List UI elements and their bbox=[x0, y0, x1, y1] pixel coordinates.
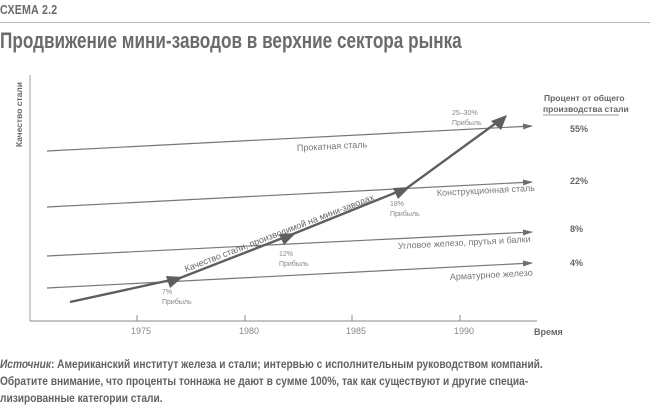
label-structural-steel: Конструкционная сталь bbox=[437, 183, 536, 198]
header-divider bbox=[0, 22, 650, 23]
profit-value-3: 18% bbox=[390, 201, 404, 208]
profit-value-4: 25–30% bbox=[452, 110, 478, 117]
source-label: Источник bbox=[0, 357, 51, 371]
page-title: Продвижение мини-заводов в верхние секто… bbox=[0, 28, 462, 53]
source-line-2: Обратите внимание, что проценты тоннажа … bbox=[0, 374, 529, 388]
share-rolled-steel: 55% bbox=[570, 124, 588, 134]
legend-header-line2: производства стали bbox=[543, 104, 629, 114]
trend-mini-mills bbox=[69, 117, 504, 304]
line-rolled-steel bbox=[46, 123, 533, 152]
source-line-3: лизированные категории стали. bbox=[0, 391, 163, 405]
label-rebar: Арматурное железо bbox=[450, 268, 533, 282]
y-axis-label: Качество стали bbox=[14, 82, 24, 147]
trend-arrowhead-2 bbox=[279, 233, 296, 245]
profit-value-2: 12% bbox=[279, 251, 293, 258]
tick-label-1985: 1985 bbox=[346, 326, 366, 336]
share-angle-iron: 8% bbox=[570, 224, 583, 234]
trend-arrowhead-1 bbox=[166, 276, 183, 288]
label-angle-iron: Угловое железо, прутья и балки bbox=[398, 234, 531, 251]
source-line-1: Источник: Американский институт железа и… bbox=[0, 356, 590, 373]
tick-label-1990: 1990 bbox=[454, 326, 474, 336]
profit-value-3-word: Прибыль bbox=[390, 210, 420, 218]
line-structural-steel bbox=[46, 179, 533, 208]
line-rebar bbox=[46, 260, 533, 289]
line-angle-iron bbox=[46, 229, 533, 257]
legend-header-line1: Процент от общего bbox=[544, 93, 625, 103]
trend-arrowhead-3 bbox=[393, 187, 410, 199]
profit-word-4: Прибыль bbox=[452, 119, 482, 127]
profit-word-2: Прибыль bbox=[279, 260, 309, 268]
tick-label-1975: 1975 bbox=[131, 326, 151, 336]
source-note: Источник: Американский институт железа и… bbox=[0, 356, 590, 407]
share-rebar: 4% bbox=[570, 258, 583, 268]
profit-word-1: Прибыль bbox=[162, 298, 192, 306]
scheme-label: СХЕМА 2.2 bbox=[0, 2, 58, 17]
x-axis-label: Время bbox=[534, 327, 563, 337]
trend-arrowhead-4 bbox=[491, 115, 507, 130]
source-text: : Американский институт железа и стали; … bbox=[50, 357, 543, 371]
tick-label-1980: 1980 bbox=[239, 326, 259, 336]
label-rolled-steel: Прокатная сталь bbox=[297, 139, 368, 153]
share-structural-steel: 22% bbox=[570, 176, 588, 186]
profit-value-1: 7% bbox=[162, 289, 172, 296]
